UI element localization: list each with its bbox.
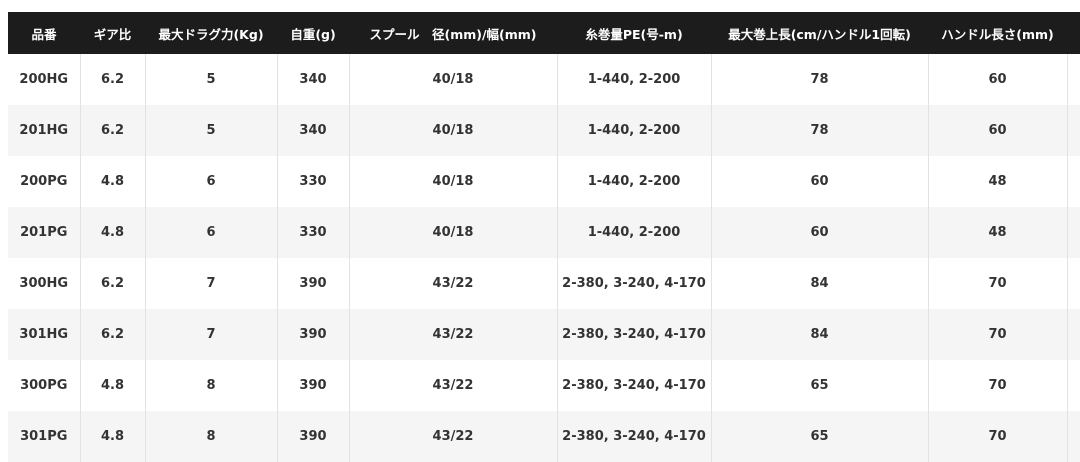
table-cell: 65 <box>711 411 929 462</box>
table-cell: 40/18 <box>349 207 558 258</box>
table-cell: 2-380, 3-240, 4-170 <box>557 258 712 309</box>
table-cell: 60 <box>928 105 1068 156</box>
column-header: 自重(g) <box>277 12 349 54</box>
table-cell: 390 <box>277 411 350 462</box>
table-cell: 6.2 <box>80 54 146 105</box>
table-row: 301HG 6.2 7 390 43/22 2-380, 3-240, 4-170 84 70 <box>8 309 1080 360</box>
table-cell: 2-380, 3-240, 4-170 <box>557 411 712 462</box>
table-cell: 1-440, 2-200 <box>557 54 712 105</box>
table-cell: 4.8 <box>80 156 146 207</box>
table-cell: 40/18 <box>349 105 558 156</box>
table-cell: 6 <box>145 207 278 258</box>
table-cell: 301HG <box>8 309 81 360</box>
table-cell: 5 <box>145 54 278 105</box>
table-cell: 6.2 <box>80 309 146 360</box>
table-cell: 4.8 <box>80 411 146 462</box>
table-cell: 1-440, 2-200 <box>557 156 712 207</box>
table-cell: 43/22 <box>349 258 558 309</box>
table-cell: 7 <box>145 258 278 309</box>
table-cell: 330 <box>277 207 350 258</box>
table-cell: 1-440, 2-200 <box>557 105 712 156</box>
table-cell <box>1067 54 1080 105</box>
table-cell: 2-380, 3-240, 4-170 <box>557 309 712 360</box>
table-cell: 60 <box>711 207 929 258</box>
table-cell: 40/18 <box>349 54 558 105</box>
spec-table: 品番 ギア比 最大ドラグ力(Kg) 自重(g) スプール 径(mm)/幅(mm) 糸巻量P… <box>8 12 1080 462</box>
table-cell: 84 <box>711 309 929 360</box>
table-cell: 4.8 <box>80 360 146 411</box>
table-cell: 48 <box>928 207 1068 258</box>
table-cell: 8 <box>145 411 278 462</box>
table-row: 301PG 4.8 8 390 43/22 2-380, 3-240, 4-170 65 70 <box>8 411 1080 462</box>
table-cell: 5 <box>145 105 278 156</box>
table-cell: 40/18 <box>349 156 558 207</box>
table-cell: 201PG <box>8 207 81 258</box>
column-header: ギア比 <box>80 12 145 54</box>
table-cell: 48 <box>928 156 1068 207</box>
table-cell: 1-440, 2-200 <box>557 207 712 258</box>
table-row: 201HG 6.2 5 340 40/18 1-440, 2-200 78 60 <box>8 105 1080 156</box>
table-cell: 70 <box>928 360 1068 411</box>
column-header: ハンドル長さ(mm) <box>928 12 1067 54</box>
table-cell: 200PG <box>8 156 81 207</box>
table-cell: 300HG <box>8 258 81 309</box>
table-cell: 43/22 <box>349 309 558 360</box>
table-cell <box>1067 105 1080 156</box>
table-cell <box>1067 309 1080 360</box>
table-cell: 2-380, 3-240, 4-170 <box>557 360 712 411</box>
table-row: 201PG 4.8 6 330 40/18 1-440, 2-200 60 48 <box>8 207 1080 258</box>
table-cell <box>1067 411 1080 462</box>
table-cell: 8 <box>145 360 278 411</box>
table-row: 300PG 4.8 8 390 43/22 2-380, 3-240, 4-170 65 70 <box>8 360 1080 411</box>
table-cell: 300PG <box>8 360 81 411</box>
table-cell <box>1067 207 1080 258</box>
table-cell: 200HG <box>8 54 81 105</box>
table-cell: 60 <box>928 54 1068 105</box>
table-row: 300HG 6.2 7 390 43/22 2-380, 3-240, 4-170 84 70 <box>8 258 1080 309</box>
table-cell: 301PG <box>8 411 81 462</box>
table-cell: 340 <box>277 54 350 105</box>
column-header: 糸巻量PE(号-m) <box>557 12 711 54</box>
table-cell: 7 <box>145 309 278 360</box>
column-header: スプール 径(mm)/幅(mm) <box>349 12 557 54</box>
table-cell: 65 <box>711 360 929 411</box>
table-cell: 6.2 <box>80 105 146 156</box>
table-cell: 330 <box>277 156 350 207</box>
table-cell: 390 <box>277 360 350 411</box>
table-row: 200HG 6.2 5 340 40/18 1-440, 2-200 78 60 <box>8 54 1080 105</box>
table-cell: 390 <box>277 309 350 360</box>
column-header: 品番 <box>8 12 80 54</box>
table-cell: 43/22 <box>349 411 558 462</box>
table-cell: 201HG <box>8 105 81 156</box>
table-cell: 70 <box>928 258 1068 309</box>
column-header <box>1067 12 1080 54</box>
table-cell: 78 <box>711 105 929 156</box>
table-cell: 43/22 <box>349 360 558 411</box>
column-header: 最大ドラグ力(Kg) <box>145 12 277 54</box>
table-row: 200PG 4.8 6 330 40/18 1-440, 2-200 60 48 <box>8 156 1080 207</box>
table-cell <box>1067 156 1080 207</box>
column-header: 最大巻上長(cm/ハンドル1回転) <box>711 12 928 54</box>
table-cell <box>1067 258 1080 309</box>
table-cell: 6.2 <box>80 258 146 309</box>
table-cell: 6 <box>145 156 278 207</box>
table-cell: 78 <box>711 54 929 105</box>
table-cell: 390 <box>277 258 350 309</box>
table-cell: 340 <box>277 105 350 156</box>
table-cell: 70 <box>928 309 1068 360</box>
table-cell: 84 <box>711 258 929 309</box>
header-row: 品番 ギア比 最大ドラグ力(Kg) 自重(g) スプール 径(mm)/幅(mm) 糸巻量P… <box>8 12 1080 54</box>
table-cell <box>1067 360 1080 411</box>
table-cell: 70 <box>928 411 1068 462</box>
table-cell: 4.8 <box>80 207 146 258</box>
table-cell: 60 <box>711 156 929 207</box>
